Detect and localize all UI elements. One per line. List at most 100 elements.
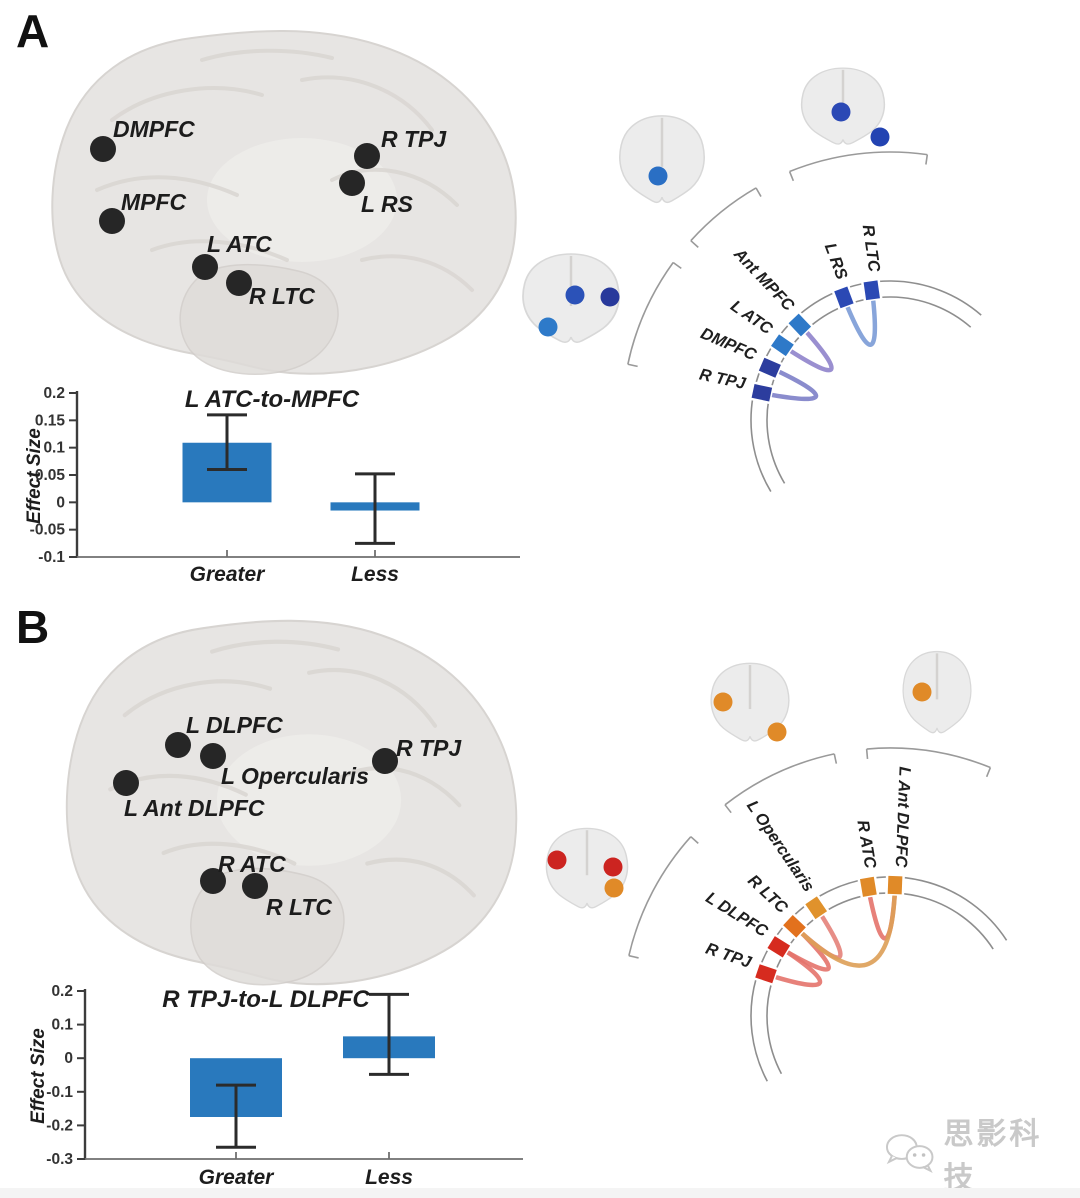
band-outer-arc: [750, 876, 1008, 1082]
watermark: 思影科技: [884, 1118, 1074, 1195]
brain-lateral-panel-a: [50, 28, 518, 377]
inset-roi-dot: [603, 857, 623, 877]
inset-roi-dot: [713, 692, 733, 712]
frontal-brain-inset: [522, 253, 682, 368]
roi-label-L-Opercularis: L Opercularis: [221, 763, 369, 789]
y-tick-label: 0: [56, 494, 65, 511]
connection-arc: [800, 893, 897, 968]
roi-label-R-TPJ: R TPJ: [381, 126, 447, 152]
group-bracket: [865, 747, 992, 778]
node-square-R-ATC: [859, 876, 877, 897]
chart-title: R TPJ-to-L DLPFC: [162, 986, 370, 1013]
bar-Less: [330, 502, 420, 511]
roi-dot-L-RS: [339, 170, 365, 196]
x-category-label: Less: [351, 563, 399, 586]
y-tick-label: 0.2: [43, 385, 65, 402]
group-bracket: [724, 753, 838, 814]
node-square-L-RS: [834, 286, 854, 309]
inset-roi-dot: [767, 722, 787, 742]
node-gap: [802, 893, 830, 922]
y-tick-label: 0: [64, 1050, 73, 1067]
inset-roi-dot: [538, 317, 558, 337]
roi-dot-R-LTC: [226, 270, 252, 296]
connection-arc: [845, 298, 878, 347]
y-tick-label: 0.1: [43, 440, 65, 457]
node-gap: [857, 874, 880, 899]
roi-dot-L-Ant-DLPFC: [113, 770, 139, 796]
watermark-text: 思影科技: [943, 1118, 1043, 1195]
node-label-Ant-MPFC: Ant MPFC: [730, 244, 799, 315]
frontal-brain-inset: [788, 67, 929, 182]
roi-label-R-LTC: R LTC: [266, 894, 332, 920]
group-bracket: [690, 187, 762, 248]
inset-brain-outline: [800, 67, 886, 145]
roi-dot-R-ATC: [200, 868, 226, 894]
group-bracket: [627, 261, 682, 368]
node-gap: [831, 284, 857, 311]
inset-roi-dot: [831, 102, 851, 122]
roi-label-DMPFC: DMPFC: [113, 116, 195, 142]
y-tick-label: 0.15: [35, 412, 66, 429]
inset-brain-outline: [545, 827, 629, 909]
error-bar-Less: [355, 472, 395, 545]
roi-label-R-ATC: R ATC: [218, 851, 286, 877]
inset-roi-dot: [604, 878, 624, 898]
node-label-R-TPJ: R TPJ: [703, 940, 754, 972]
inset-roi-dot: [912, 682, 932, 702]
roi-label-R-TPJ: R TPJ: [396, 735, 462, 761]
node-gap: [785, 310, 814, 340]
effect-size-chart-B: 0.2 0.1 0 -0.1 -0.2 -0.3 Greater Less R TPJ-to-L…: [28, 983, 523, 1189]
y-tick-label: 0.05: [35, 467, 66, 484]
panel-a-label: A: [16, 5, 50, 57]
node-gap: [752, 961, 779, 987]
node-gap: [749, 381, 775, 405]
connection-arc: [789, 330, 834, 373]
group-bracket: [788, 151, 929, 182]
node-label-L-Opercularis: L Opercularis: [743, 797, 818, 895]
bar-Greater: [190, 1058, 282, 1117]
y-tick-label: -0.2: [46, 1117, 73, 1134]
frontal-brain-inset: [545, 827, 699, 959]
roi-dot-R-TPJ: [372, 748, 398, 774]
roi-dot-R-TPJ: [354, 143, 380, 169]
inset-brain-outline: [902, 650, 972, 734]
roi-dot-R-LTC: [242, 873, 268, 899]
y-tick-label: 0.2: [51, 983, 73, 1000]
connection-arc: [800, 914, 843, 960]
connection-arc: [785, 931, 831, 972]
node-label-L-ATC: L ATC: [727, 297, 776, 339]
node-square-R-TPJ: [755, 964, 777, 984]
node-square-L-ATC: [771, 334, 794, 357]
y-tick-label: -0.3: [46, 1151, 73, 1168]
group-bracket: [628, 836, 699, 959]
roi-dot-MPFC: [99, 208, 125, 234]
panel-b-label: B: [16, 601, 50, 653]
roi-label-R-LTC: R LTC: [249, 283, 315, 309]
roi-label-L-RS: L RS: [361, 191, 414, 217]
node-label-DMPFC: DMPFC: [698, 324, 760, 364]
x-category-label: Greater: [199, 1166, 276, 1189]
node-square-L-Ant-DLPFC: [887, 875, 903, 895]
connection-arc: [770, 369, 819, 402]
bar-Greater: [182, 442, 272, 503]
wechat-bubbles-icon: [885, 1134, 934, 1174]
connection-arc: [774, 950, 823, 988]
node-label-L-Ant-DLPFC: L Ant DLPFC: [892, 766, 914, 869]
frontal-brain-inset: [619, 115, 762, 248]
inset-brain-outline: [619, 115, 705, 204]
roi-dot-L-DLPFC: [165, 732, 191, 758]
roi-label-L-Ant-DLPFC: L Ant DLPFC: [124, 795, 265, 821]
y-tick-label: -0.1: [38, 549, 65, 566]
node-square-R-LTC: [863, 280, 880, 301]
inset-roi-dot: [565, 285, 585, 305]
node-gap: [860, 278, 883, 302]
roi-dot-L-ATC: [192, 254, 218, 280]
inset-roi-dot: [648, 166, 668, 186]
effect-size-chart-A: 0.2 0.15 0.1 0.05 0 -0.05 -0.1 Greater Less L ATC…: [24, 385, 520, 586]
node-gap: [780, 912, 809, 941]
